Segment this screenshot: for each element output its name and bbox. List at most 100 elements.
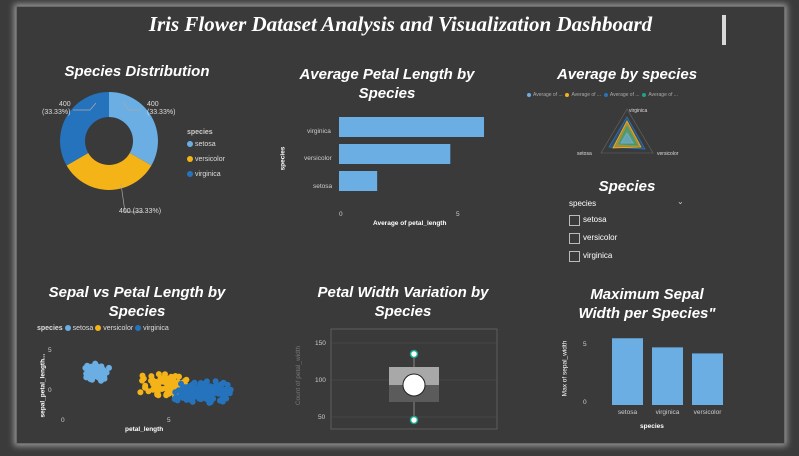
box-ytick-100: 100 <box>315 377 326 384</box>
slicer-option-virginica[interactable]: virginica <box>583 251 613 260</box>
slicer-option-setosa[interactable]: setosa <box>583 215 607 224</box>
scatter-point-virginica <box>224 381 231 388</box>
petal-bar-versicolor[interactable] <box>339 144 451 164</box>
donut-label-bottom: 400 (33.33%) <box>119 208 162 215</box>
scatter-point-setosa <box>91 363 98 370</box>
sepal-bar-ytick-5: 5 <box>583 341 587 348</box>
scatter-point-versicolor <box>176 373 182 380</box>
versicolor-dot-icon <box>187 156 193 163</box>
donut-label-tl-pct: (33.33%) <box>42 109 71 116</box>
box-plot-border <box>330 328 498 430</box>
petal-bar-setosa[interactable] <box>339 171 378 191</box>
radar-axis-virginica: virginica <box>629 108 648 114</box>
scatter-point-versicolor <box>162 385 169 392</box>
scatter-point-virginica <box>196 383 203 390</box>
radar-legend-item[interactable]: Average of ... <box>642 92 678 98</box>
scatter-plot[interactable] <box>57 345 247 415</box>
sepal-bar-setosa[interactable] <box>612 338 643 405</box>
scatter-point-virginica <box>202 380 209 387</box>
virginica-dot-icon <box>135 325 142 332</box>
radar-legend: Average of ... Average of ... Average of… <box>527 92 678 98</box>
sepal-bar-ytick-0: 0 <box>583 399 587 406</box>
radar-chart[interactable] <box>597 107 657 157</box>
setosa-dot-icon <box>187 141 193 148</box>
slicer-title: Species <box>598 178 656 195</box>
petal-bar-cat-virginica: virginica <box>307 128 331 135</box>
radar-legend-item[interactable]: Average of ... <box>603 92 640 98</box>
sepal-bar-chart[interactable]: setosa virginica versicolor <box>592 337 723 416</box>
scatter-title-line1: Sepal vs Petal Length by <box>48 284 226 301</box>
scatter-point-virginica <box>199 390 206 397</box>
slicer-checkbox-versicolor[interactable] <box>569 233 580 244</box>
versicolor-dot-icon <box>95 325 102 332</box>
scatter-legend-virginica[interactable]: virginica <box>135 325 169 332</box>
scatter-point-virginica <box>215 390 222 397</box>
sepal-bar-versicolor[interactable] <box>692 353 723 405</box>
dashboard-title: Iris Flower Dataset Analysis and Visuali… <box>148 12 653 36</box>
sepal-bar-virginica[interactable] <box>652 347 683 405</box>
donut-slice-setosa <box>109 92 158 166</box>
scatter-point-virginica <box>179 394 186 401</box>
donut-legend-virginica[interactable]: virginica <box>187 171 221 178</box>
slicer-checkbox-virginica[interactable] <box>569 251 580 262</box>
petal-bar-chart[interactable] <box>339 117 485 197</box>
radar-axis-versicolor: versicolor <box>657 151 679 157</box>
slicer-checkbox-setosa[interactable] <box>569 215 580 226</box>
sepal-bar-xlabel: species <box>640 423 664 430</box>
donut-slice-virginica <box>60 92 109 166</box>
donut-legend-versicolor[interactable]: versicolor <box>187 156 225 163</box>
legend-dot-icon <box>565 92 570 97</box>
slicer-header: species <box>569 199 597 208</box>
radar-series-light <box>620 132 634 144</box>
scatter-point-versicolor <box>139 377 146 384</box>
scatter-point-setosa <box>84 365 91 371</box>
scatter-legend-versicolor[interactable]: versicolor <box>95 325 133 332</box>
chevron-down-icon[interactable]: ⌄ <box>677 197 684 206</box>
petal-bar-xtick-0: 0 <box>339 211 343 218</box>
dashboard-frame: Iris Flower Dataset Analysis and Visuali… <box>16 6 785 444</box>
box-ylabel: Count of petal_width <box>295 345 303 406</box>
radar-title: Average by species <box>556 66 698 83</box>
petal-bar-virginica[interactable] <box>339 117 485 137</box>
petal-bar-title-line2: Species <box>358 85 416 102</box>
scroll-indicator[interactable] <box>722 15 726 45</box>
radar-legend-item[interactable]: Average of ... <box>527 92 563 98</box>
donut-slice-versicolor <box>66 153 152 190</box>
scatter-title-line2: Species <box>108 303 166 320</box>
scatter-ytick-5: 5 <box>48 347 52 354</box>
slicer-option-versicolor[interactable]: versicolor <box>583 233 618 242</box>
petal-bar-ylabel: species <box>279 146 287 171</box>
virginica-dot-icon <box>187 171 193 178</box>
petal-bar-xtick-5: 5 <box>456 211 460 218</box>
scatter-point-virginica <box>197 395 204 402</box>
radar-legend-item[interactable]: Average of ... <box>565 92 601 98</box>
scatter-point-versicolor <box>139 372 146 379</box>
scatter-ylabel: sepal_petal_length... <box>39 353 47 418</box>
scatter-point-versicolor <box>148 373 155 380</box>
sepal-bar-category-label: virginica <box>656 409 680 416</box>
scatter-point-virginica <box>204 390 211 396</box>
donut-legend-title: species <box>187 129 213 136</box>
box-ytick-150: 150 <box>315 340 326 347</box>
sepal-bar-title-line1: Maximum Sepal <box>590 286 704 303</box>
donut-label-tr-pct: (33.33%) <box>147 109 176 116</box>
sepal-bar-ylabel: Max of sepal_width <box>561 340 569 397</box>
box-outlier-bottom <box>409 415 419 425</box>
box-mean-marker <box>402 373 426 397</box>
scatter-point-virginica <box>172 389 179 396</box>
box-title-line2: Species <box>374 303 432 320</box>
species-donut-chart[interactable] <box>59 91 159 191</box>
scatter-legend-setosa[interactable]: setosa <box>64 325 93 332</box>
scatter-point-setosa <box>99 366 106 373</box>
donut-legend-setosa[interactable]: setosa <box>187 141 216 148</box>
petal-bar-title-line1: Average Petal Length by <box>299 66 475 83</box>
box-title-line1: Petal Width Variation by <box>317 284 489 301</box>
box-plot[interactable] <box>329 327 499 431</box>
sepal-bar-category-label: versicolor <box>694 409 723 416</box>
scatter-point-versicolor <box>155 371 162 378</box>
sepal-bar-category-label: setosa <box>618 409 638 416</box>
box-outlier-top <box>409 349 419 359</box>
scatter-xlabel: petal_length <box>125 426 164 433</box>
scatter-point-versicolor <box>155 383 162 389</box>
scatter-point-setosa <box>92 371 99 378</box>
